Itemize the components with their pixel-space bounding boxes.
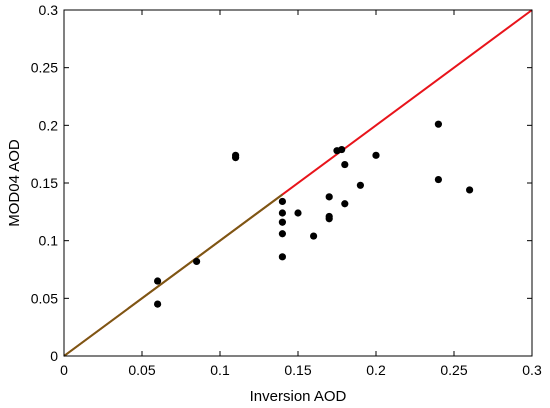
y-tick-label: 0.25 [31,60,58,76]
data-point [434,120,442,128]
data-point [466,186,474,194]
data-point [434,175,442,184]
data-point [372,151,380,159]
x-tick-label: 0 [60,362,68,378]
data-point [193,257,201,266]
x-tick-label: 0.25 [440,362,467,378]
data-point [341,200,349,208]
data-point [356,181,364,189]
y-tick-label: 0.3 [39,2,59,18]
one-to-one-line-lower-segment [63,193,283,357]
data-point [338,145,346,154]
x-tick-label: 0.2 [366,362,386,378]
x-tick-label: 0.3 [522,362,542,378]
x-tick-label: 0.1 [210,362,230,378]
y-tick-label: 0.2 [39,117,59,133]
data-point [325,215,333,223]
x-tick-label: 0.15 [284,362,311,378]
x-tick-label: 0.05 [128,362,155,378]
y-tick-label: 0.1 [39,233,59,249]
y-tick-label: 0 [50,348,58,364]
plot-area [63,9,533,357]
data-point [278,253,286,261]
data-point [278,197,286,206]
data-point [232,154,240,162]
y-axis-label: MOD04 AOD [6,139,23,227]
data-point [325,193,333,201]
data-point [278,218,286,226]
y-tick-label: 0.05 [31,290,58,306]
x-axis-label: Inversion AOD [250,388,347,405]
data-point [154,277,162,285]
data-point [154,300,162,308]
data-point [278,230,286,238]
data-point [278,209,286,217]
data-point [341,160,349,169]
y-tick-label: 0.15 [31,175,58,191]
data-point [310,232,318,240]
data-point [294,209,302,217]
axis-ticks: 0 0.05 0.1 0.15 0.2 0.25 0.3 0 0.05 0.1 0.15 0.2 0.2… [31,2,542,378]
